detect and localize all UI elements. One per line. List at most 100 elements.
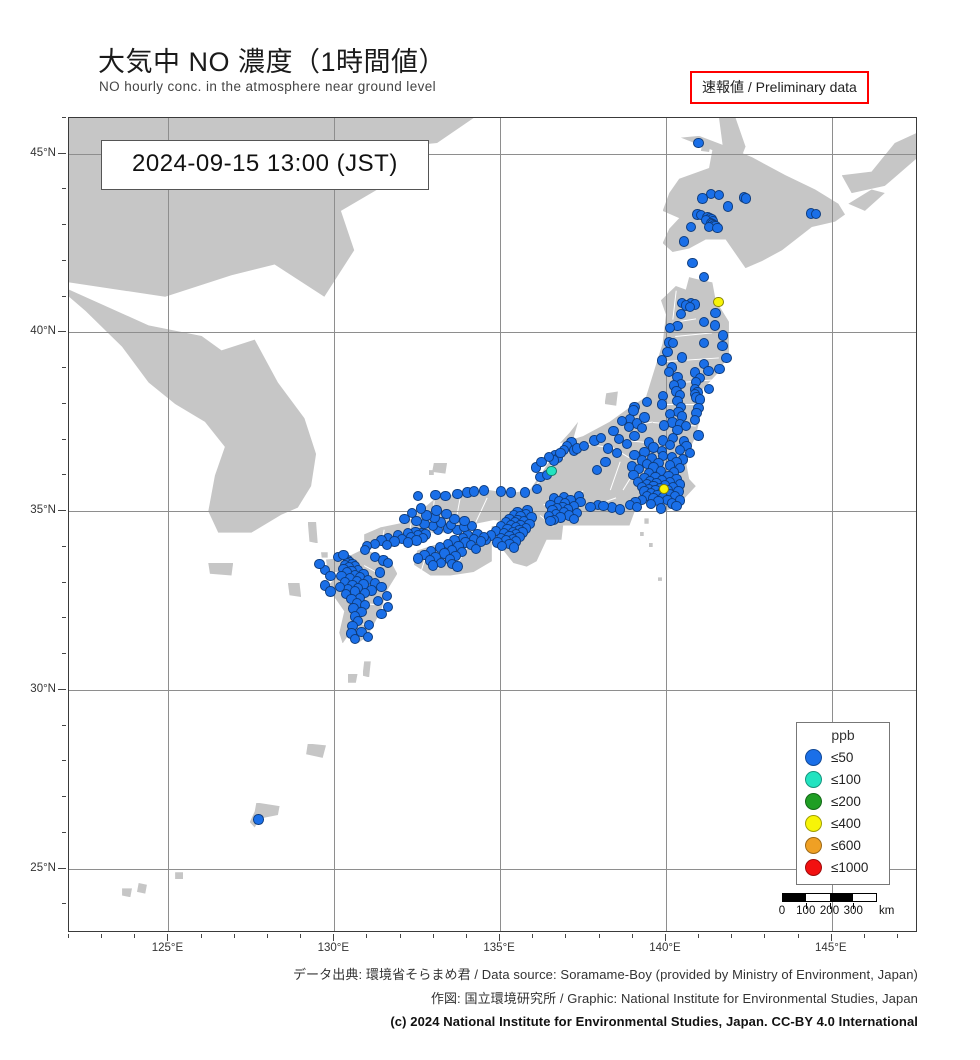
station-marker	[325, 571, 336, 582]
station-marker	[611, 448, 623, 459]
landmass-kunashiri	[841, 132, 916, 194]
station-marker	[629, 449, 640, 460]
scale-bar-segment	[829, 894, 853, 901]
landmass-tanegashima	[362, 661, 371, 678]
longitude-tick-label: 140°E	[649, 942, 681, 954]
latitude-minor-tick	[62, 653, 66, 655]
latitude-tick-label: 45°N	[30, 146, 56, 159]
latitude-tick-mark	[58, 331, 66, 333]
latitude-minor-tick	[62, 545, 66, 547]
landmass-sado	[604, 391, 618, 406]
latitude-minor-tick	[62, 188, 66, 190]
station-marker	[508, 542, 520, 553]
station-marker	[382, 557, 394, 569]
scale-bar-tick	[806, 903, 808, 909]
station-marker	[645, 498, 657, 510]
latitude-minor-tick	[62, 831, 66, 833]
longitude-minor-tick	[134, 934, 136, 938]
footer-data-source: データ出典: 環境省そらまめ君 / Data source: Soramame-…	[292, 967, 918, 982]
latitude-tick-label: 35°N	[30, 504, 56, 517]
station-marker	[621, 438, 632, 450]
station-marker	[664, 322, 676, 334]
legend-label: ≤50	[831, 749, 854, 765]
station-marker	[372, 596, 384, 607]
station-marker	[431, 505, 442, 516]
legend-swatch-icon	[805, 836, 822, 854]
station-marker	[253, 814, 264, 825]
station-marker	[452, 561, 463, 572]
latitude-tick-mark	[58, 867, 66, 869]
station-marker	[723, 201, 734, 212]
legend-item: ≤1000	[803, 856, 883, 878]
timestamp-label: 2024-09-15 13:00 (JST)	[101, 140, 429, 190]
map-plot-area[interactable]	[68, 117, 917, 932]
landmass-goto	[287, 582, 302, 597]
scale-bar-label: 0	[778, 905, 786, 917]
landmass-yakushima	[347, 673, 358, 683]
latitude-tick-mark	[58, 152, 66, 154]
landmass-miyako	[175, 872, 184, 880]
scale-bar-tick	[852, 903, 854, 909]
station-marker	[441, 508, 452, 520]
footer-copyright: (c) 2024 National Institute for Environm…	[390, 1014, 918, 1029]
station-marker	[664, 366, 675, 377]
longitude-minor-tick	[731, 934, 733, 938]
latitude-tick-label: 25°N	[30, 861, 56, 874]
landmass-jeju	[208, 563, 234, 576]
station-marker	[530, 462, 542, 473]
legend-label: ≤200	[831, 793, 861, 809]
station-marker	[713, 189, 725, 201]
landmass-oki	[432, 462, 448, 474]
station-marker	[717, 330, 729, 341]
legend-title: ppb	[831, 727, 855, 743]
station-marker	[693, 137, 704, 149]
station-marker	[697, 193, 708, 204]
station-marker	[505, 487, 516, 498]
station-marker	[698, 316, 710, 327]
station-marker	[479, 485, 490, 496]
footer: データ出典: 環境省そらまめ君 / Data source: Soramame-…	[0, 964, 918, 1029]
latitude-minor-tick	[62, 438, 66, 440]
longitude-tick-mark	[333, 934, 335, 941]
station-marker	[656, 399, 668, 410]
landmass-tsushima	[307, 521, 318, 544]
longitude-tick-mark	[499, 934, 501, 941]
station-marker	[325, 586, 336, 597]
station-marker	[698, 271, 710, 283]
station-marker	[544, 451, 555, 463]
latitude-tick-label: 30°N	[30, 682, 56, 695]
landmass-oki2	[428, 470, 434, 476]
scale-bar-segment	[852, 894, 876, 901]
station-marker	[709, 320, 721, 331]
latitude-minor-tick	[62, 796, 66, 798]
latitude-axis: 45°N 40°N 35°N 30°N 25°N	[0, 117, 66, 932]
latitude-minor-tick	[62, 402, 66, 404]
station-marker	[672, 424, 683, 435]
latitude-minor-tick	[62, 724, 66, 726]
station-marker	[376, 608, 387, 620]
station-marker	[402, 537, 414, 548]
legend-label: ≤100	[831, 771, 861, 787]
scale-bar-tick	[829, 903, 831, 909]
legend-swatch-icon	[805, 748, 822, 766]
longitude-minor-tick	[399, 934, 401, 938]
latitude-minor-tick	[62, 760, 66, 762]
station-marker	[374, 567, 386, 578]
station-marker	[678, 236, 690, 247]
latitude-minor-tick	[62, 581, 66, 583]
landmass-rishiri	[700, 144, 711, 152]
gridline-lon-140	[665, 118, 667, 931]
station-marker	[636, 423, 648, 434]
legend-label: ≤400	[831, 815, 861, 831]
station-marker	[578, 440, 589, 452]
station-marker	[349, 633, 361, 645]
station-marker	[629, 430, 640, 442]
latitude-minor-tick	[62, 224, 66, 226]
gridline-lon-125	[168, 118, 170, 931]
station-marker	[721, 353, 732, 364]
station-marker	[616, 415, 628, 427]
latitude-minor-tick	[62, 295, 66, 297]
latitude-minor-tick	[62, 617, 66, 619]
longitude-tick-label: 130°E	[317, 942, 350, 954]
station-marker	[810, 208, 822, 219]
